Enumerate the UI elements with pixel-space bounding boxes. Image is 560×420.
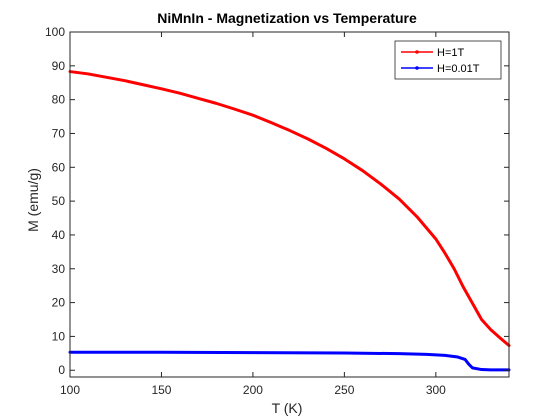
chart-title: NiMnIn - Magnetization vs Temperature [157,10,417,26]
x-tick-label: 150 [151,383,171,397]
axes-box [69,31,510,378]
legend: H=1T H=0.01T [394,40,502,80]
y-tick-label: 10 [52,329,66,343]
y-tick-label: 0 [58,363,65,377]
series-layer [68,70,511,372]
x-axis-label: T (K) [272,400,303,416]
y-tick-label: 100 [45,25,65,39]
series-line-1 [68,70,511,348]
x-tick-label: 200 [243,383,263,397]
y-tick-label: 40 [52,228,66,242]
x-tick-label: 100 [60,383,80,397]
legend-label-2: H=0.01T [437,63,480,75]
legend-box [394,40,502,80]
series-line-2 [68,350,511,372]
y-tick-label: 90 [52,59,66,73]
y-tick-label: 60 [52,160,66,174]
y-tick-label: 20 [52,296,66,310]
x-tick-label: 250 [334,383,354,397]
legend-marker-2 [415,66,419,70]
y-axis-label: M (emu/g) [25,168,41,232]
x-tick-label: 300 [426,383,446,397]
y-tick-label: 50 [52,194,66,208]
legend-marker-1 [415,50,419,54]
plot-area [70,32,509,377]
axes-layer: 100 150 200 250 300 0 10 20 30 40 50 60 70 80 90 100 [45,25,510,397]
y-tick-label: 80 [52,93,66,107]
legend-label-1: H=1T [437,47,464,59]
y-tick-label: 70 [52,126,66,140]
y-tick-label: 30 [52,262,66,276]
